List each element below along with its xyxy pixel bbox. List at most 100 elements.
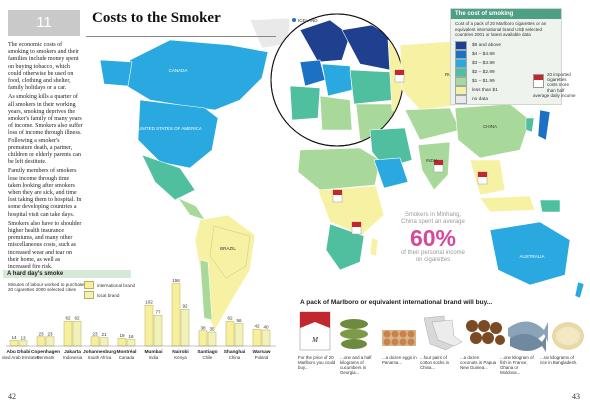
bar-international [90,336,100,347]
bar-value-label: 40 [263,325,269,330]
bar-local [72,320,82,347]
legend-label: $2 – $2.99 [472,69,495,75]
bar-international [9,340,19,347]
bar-chart-subtitle: Minutes of labour worked to purchase 20 … [8,282,85,293]
legend-row: $4 – $4.99 [451,49,561,59]
bar-international [144,304,154,347]
city-label: Nairobi [172,349,189,355]
country-label: India [149,355,159,360]
bar-local [18,340,28,347]
label-usa: UNITED STATES OF AMERICA [138,126,202,131]
bar-international [225,320,235,347]
city-label: Johannesburg [83,349,116,355]
city-label: Mumbai [144,349,162,355]
legend-row: $6 and above [451,40,561,50]
legend-label: $6 and above [472,42,502,48]
product-caption: ...six kilograms of rice in Bangladesh. [540,355,578,365]
product-caption: For the price of 20 Marlboro you could b… [298,355,336,370]
eggs-icon [382,330,416,346]
city-label: Abu Dhabi [7,349,31,355]
import-note: 20 imported cigarettes costs more than h… [533,72,577,98]
bar-value-label: 62 [227,316,233,321]
socks-icon [423,315,463,351]
product-caption: ...a dozen coconuts in Papua New Guinea.… [460,355,497,370]
svg-text:M: M [311,336,319,344]
australia-region [489,221,571,286]
country-label: Denmark [37,355,56,360]
import-pack-markers [332,69,488,235]
korea-region [525,117,535,133]
label-brazil: BRAZIL [220,246,236,251]
bar-value-label: 35 [209,327,215,332]
bar-international [252,328,262,347]
bar-value-label: 62 [65,316,71,321]
bar-value-label: 38 [200,325,206,330]
bar-local [207,331,217,347]
bar-value-label: 16 [128,334,134,339]
bar-international [63,320,73,347]
legend-swatch [455,58,467,68]
legend-swatch [455,40,467,50]
bar-international [171,283,181,347]
products-strip: M [299,311,584,352]
africa-north-region [297,147,381,191]
city-label: Copenhagen [31,349,60,355]
city-label: Santiago [197,349,217,355]
legend-swatch-international [84,281,94,289]
canada-region [124,39,269,111]
country-label: China [229,355,241,360]
central-america-region [177,197,206,221]
page-number-left: 42 [8,392,16,401]
legend-swatch [455,76,467,86]
usa-region [137,99,219,169]
legend-label-local: local brand [97,292,120,298]
bar-value-label: 156 [172,278,180,283]
intro-paragraph: As smoking kills a quarter of all smoker… [8,94,83,166]
country-label: Poland [255,355,269,360]
africa-middle-region [317,185,385,236]
product-caption: ...four pairs of cotton socks in China..… [420,355,450,370]
legend-row: $2 – $2.99 [451,67,561,77]
bar-value-label: 23 [47,331,53,336]
mexico-region [141,154,196,201]
legend-label: $4 – $4.99 [472,51,495,57]
label-india: INDIA [426,158,438,163]
legend-label-international: international brand [97,282,136,288]
product-caption: ...one and a half kilograms of cucumbers… [340,355,372,375]
png-region [539,199,561,213]
cucumbers-icon [340,319,368,349]
legend-row: $1 – $1.99 [451,76,561,86]
legend-row: no data [451,94,561,104]
bar-local [126,339,136,347]
country-label: United Arab Emirates [2,355,40,360]
country-label: Chile [202,355,213,360]
new-zealand-region [574,281,585,299]
marlboro-pack-icon: M [299,311,331,351]
legend-swatch [455,67,467,77]
legend-subtitle: Cost of a pack of 20 Marlboro cigarettes… [455,21,547,37]
bar-local [234,323,244,347]
legend-label: less than $1 [472,87,498,93]
bar-value-label: 56 [236,318,242,323]
bar-value-label: 77 [155,310,161,315]
legend-row: less than $1 [451,85,561,95]
bar-local [99,337,109,347]
callout-line1: Smokers in Minhang, China spent an avera… [401,212,465,225]
legend-swatch-local [84,291,94,299]
callout-percent: 60% [409,225,457,251]
legend-swatch [455,85,467,95]
arabia-region [373,157,409,189]
product-caption: ...one kilogram of fish in France, Ghana… [500,355,534,375]
brazil-region [209,225,251,279]
intro-paragraph: Family members of smokers lose income th… [8,168,82,218]
bar-chart-title: A hard day's smoke [3,270,131,278]
bar-value-label: 13 [20,335,26,340]
bar-international [117,338,127,347]
madagascar-region [369,237,379,257]
china-callout: Smokers in Minhang, China spent an avera… [398,212,468,264]
bar-international [36,336,46,347]
intro-paragraph: The economic costs of smoking to smokers… [8,42,79,92]
rice-icon [552,322,584,350]
